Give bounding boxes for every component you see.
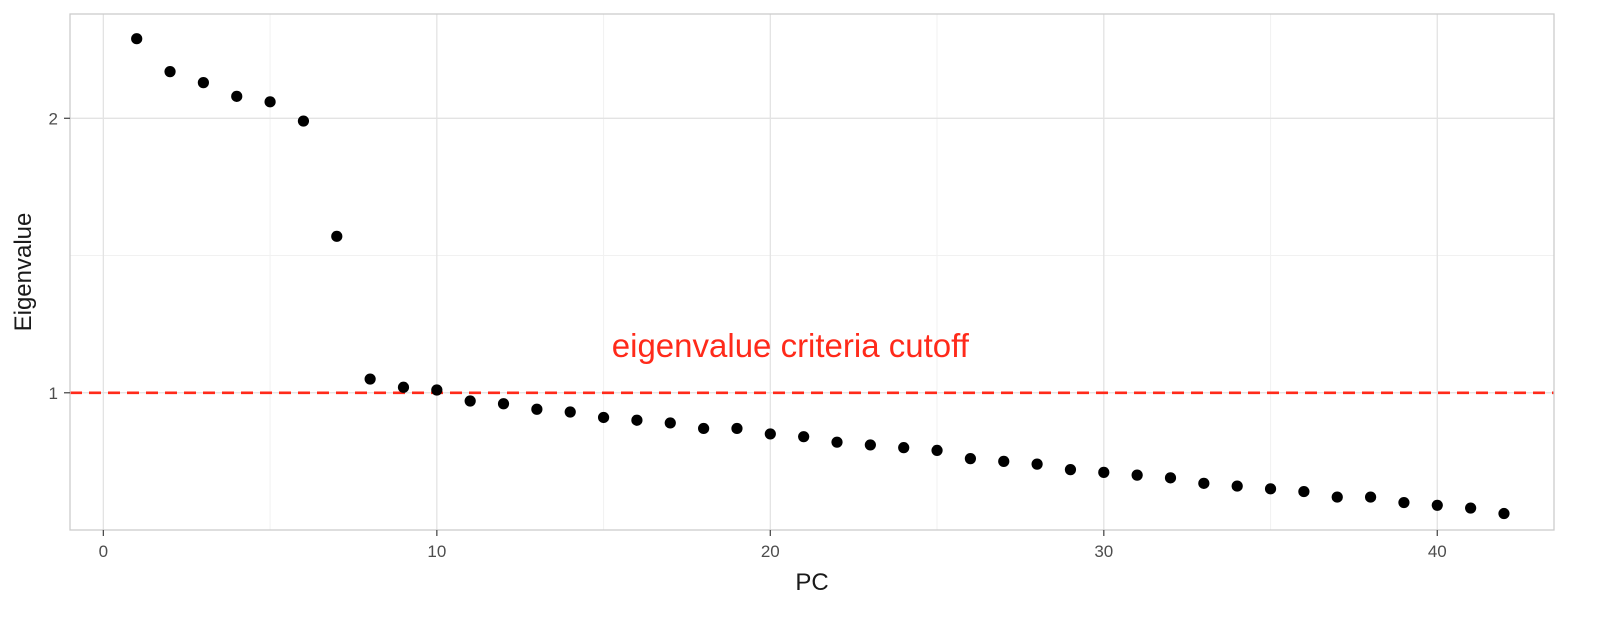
plot-border <box>69 13 1555 531</box>
data-point <box>631 414 643 426</box>
data-point <box>597 411 610 424</box>
data-point <box>698 422 710 435</box>
data-point <box>431 384 443 396</box>
data-point <box>164 66 176 78</box>
x-tick-label: 20 <box>761 542 780 561</box>
data-point <box>1398 496 1410 509</box>
data-point <box>1331 491 1343 503</box>
data-point <box>898 442 910 454</box>
data-point <box>1131 469 1143 481</box>
cutoff-annotation: eigenvalue criteria cutoff <box>612 327 970 364</box>
data-point <box>531 403 543 415</box>
data-point <box>831 436 843 448</box>
data-point <box>1064 464 1077 476</box>
y-tick-label: 1 <box>49 384 58 403</box>
data-point <box>798 431 810 443</box>
data-point <box>998 455 1010 467</box>
data-point <box>764 428 776 440</box>
x-tick-label: 0 <box>99 542 108 561</box>
data-point <box>1364 491 1377 503</box>
data-point <box>1465 502 1477 514</box>
data-point <box>264 96 276 108</box>
y-tick-label: 2 <box>49 109 58 128</box>
data-point <box>1298 485 1310 498</box>
data-point <box>1164 472 1177 484</box>
data-points <box>131 33 1510 520</box>
data-point <box>131 33 143 45</box>
data-point <box>1098 466 1110 478</box>
axes: 0 10 20 30 40 1 2 <box>49 109 1447 561</box>
x-tick-label: 10 <box>427 542 446 561</box>
data-point <box>297 115 310 127</box>
y-axis-title: Eigenvalue <box>10 213 37 332</box>
x-axis-title: PC <box>795 569 828 596</box>
data-point <box>331 230 343 242</box>
data-point <box>1264 483 1277 495</box>
data-point <box>1431 499 1443 511</box>
data-point <box>397 381 410 393</box>
data-point <box>1031 458 1043 470</box>
data-point <box>364 373 376 385</box>
data-point <box>1198 477 1210 489</box>
data-point <box>564 406 576 418</box>
data-point <box>1231 480 1243 492</box>
plot-panel <box>70 14 1554 530</box>
data-point <box>231 90 243 102</box>
data-point <box>864 439 876 451</box>
data-point <box>497 398 510 410</box>
data-point <box>1498 507 1510 520</box>
data-point <box>664 417 676 429</box>
data-point <box>931 444 943 457</box>
x-tick-label: 40 <box>1428 542 1447 561</box>
data-point <box>964 453 977 465</box>
data-point <box>464 395 476 407</box>
data-point <box>197 77 209 89</box>
data-point <box>731 422 743 435</box>
x-tick-label: 30 <box>1094 542 1113 561</box>
